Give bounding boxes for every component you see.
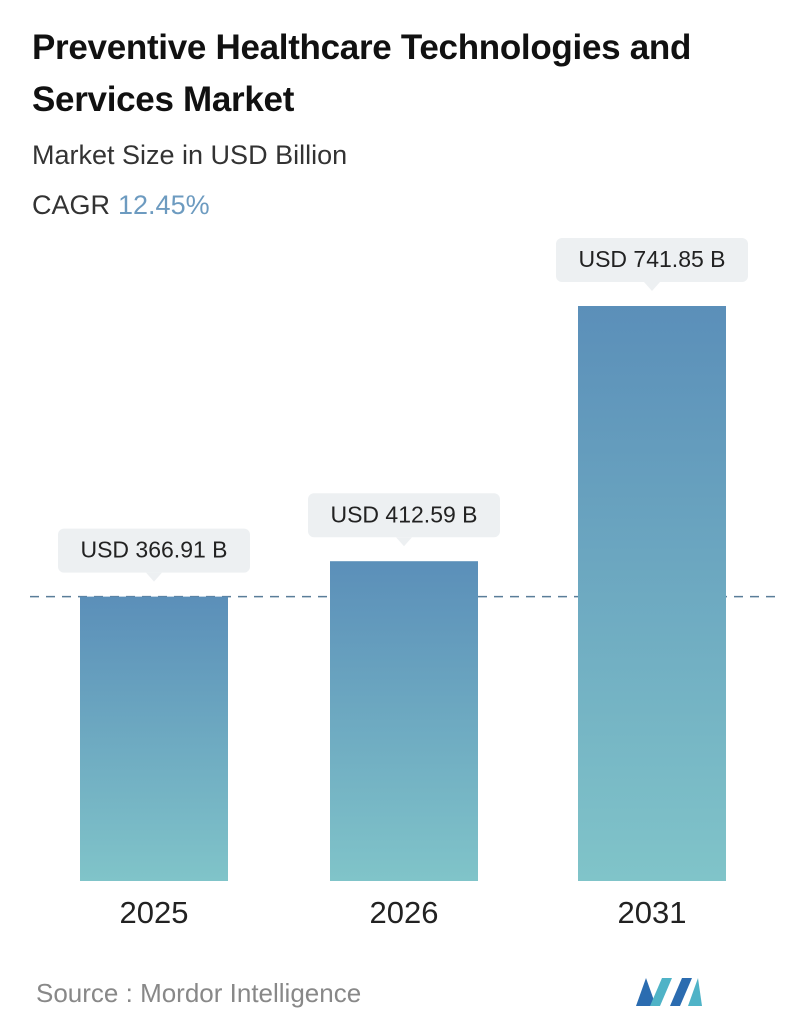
label-pointer [146,572,162,582]
value-label: USD 366.91 B [80,537,227,563]
bar [578,306,726,881]
cagr-value: 12.45% [118,190,210,220]
label-pointer [644,282,660,291]
x-tick-label: 2031 [618,895,687,930]
x-tick-label: 2025 [120,895,189,930]
source: Source : Mordor Intelligence [36,978,361,1009]
label-box [58,528,250,573]
chart-title: Preventive Healthcare Technologies and S… [32,28,692,119]
cagr: CAGR 12.45% [32,190,210,221]
cagr-label: CAGR [32,190,111,220]
logo [636,978,702,1006]
x-tick-label: 2026 [370,895,439,930]
chart-subtitle: Market Size in USD Billion [32,140,348,170]
source-name: Mordor Intelligence [140,978,362,1008]
value-label: USD 412.59 B [330,501,477,527]
bar [330,561,478,881]
bar [80,596,228,881]
source-label: Source : [36,978,133,1008]
label-box [556,238,748,282]
label-pointer [396,537,412,547]
value-label: USD 741.85 B [578,246,725,272]
label-box [308,493,500,538]
chart: USD 366.91 B 2025 USD 412.59 B 2026 USD 741.… [30,238,782,930]
